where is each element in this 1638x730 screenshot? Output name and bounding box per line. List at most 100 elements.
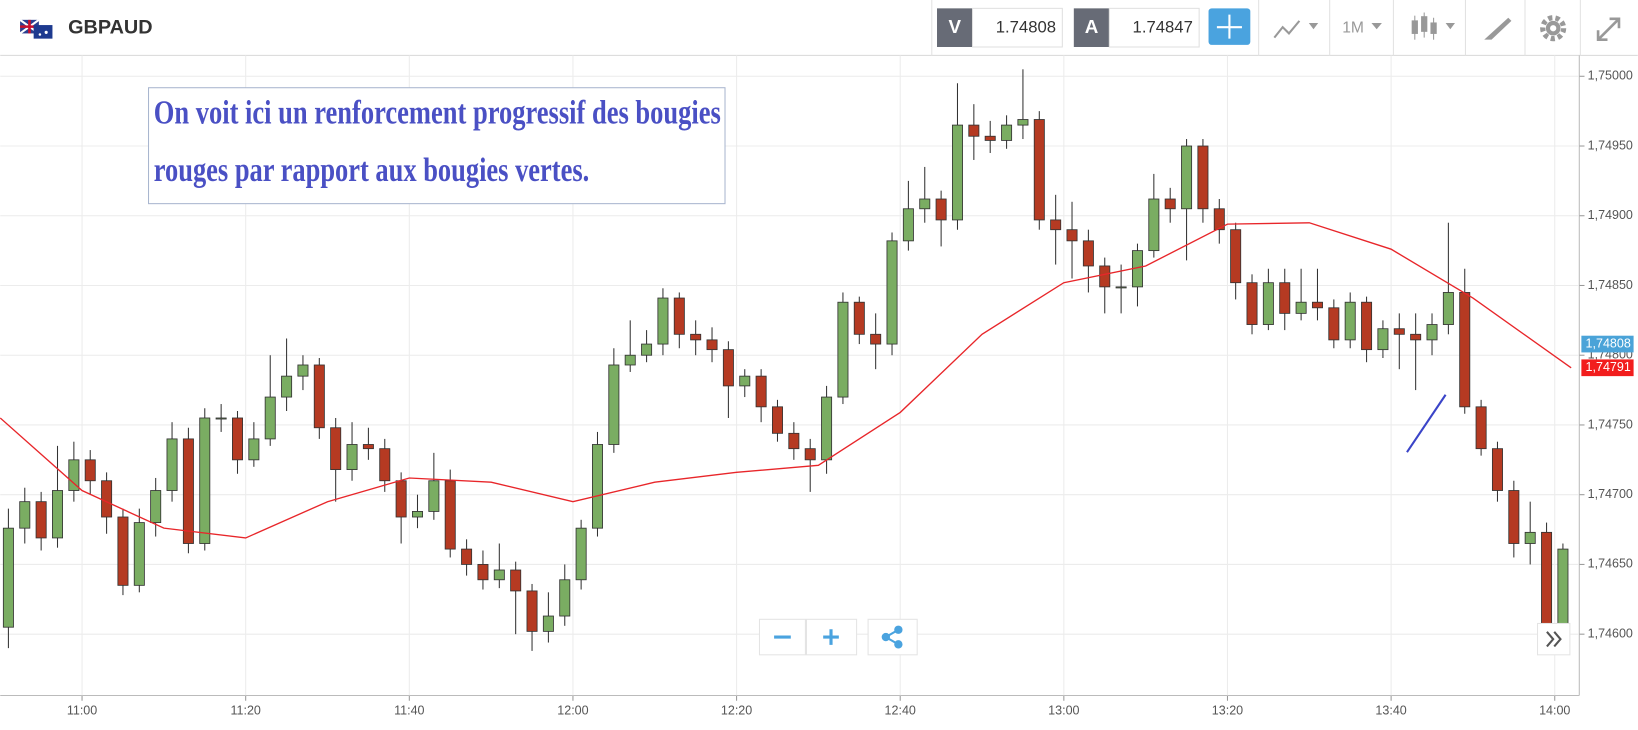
candle-body	[722, 349, 734, 387]
x-tick-label: 12:40	[885, 704, 916, 718]
candle-body	[1410, 333, 1422, 341]
candle-body	[755, 375, 767, 408]
sell-button[interactable]	[937, 8, 973, 47]
grid: 1,746001,746501,747001,747501,748001,748…	[0, 55, 1633, 718]
candle-body	[1050, 219, 1062, 231]
sell-price-box	[971, 7, 1063, 48]
timeframe[interactable]: 1M	[1342, 19, 1364, 36]
moving-average-line	[0, 222, 1572, 539]
candle-body	[1541, 531, 1553, 628]
price-tag-label: 1,74808	[1586, 336, 1631, 350]
candle-body	[951, 124, 963, 221]
buy-button[interactable]	[1073, 8, 1110, 47]
price-tag	[1581, 335, 1634, 353]
candle-style-button[interactable]	[1411, 12, 1456, 40]
candle-body	[591, 444, 603, 529]
sell-label[interactable]: V	[948, 16, 961, 37]
settings-button[interactable]	[1540, 15, 1567, 42]
candle-body	[1262, 282, 1274, 325]
candle-body	[68, 459, 80, 491]
candle-body	[788, 432, 800, 450]
y-tick-label: 1,74950	[1588, 138, 1633, 152]
candle-body	[984, 135, 996, 141]
candle-body	[542, 615, 554, 632]
candle-body	[1344, 301, 1356, 341]
candle-body	[641, 343, 653, 356]
x-tick-label: 11:00	[67, 704, 97, 718]
annotation-line: On voit ici un renforcement progressif d…	[154, 95, 721, 132]
candle-body	[821, 396, 833, 461]
candle-body	[706, 339, 718, 351]
candle-body	[870, 333, 882, 345]
zoom-in-icon	[823, 629, 839, 645]
buy-label[interactable]: A	[1085, 16, 1099, 37]
expand-button[interactable]	[1596, 17, 1621, 41]
candle-body	[182, 438, 194, 544]
crosshair-icon	[1216, 14, 1242, 39]
candle-body	[1279, 282, 1291, 314]
candle-body	[739, 375, 751, 387]
candle-body	[1017, 119, 1029, 126]
candle-body	[1475, 406, 1487, 450]
candle-body	[35, 501, 47, 539]
scroll-latest-icon	[1546, 631, 1562, 648]
candle-body	[1230, 229, 1242, 284]
candle-body	[461, 548, 473, 565]
y-tick-label: 1,74650	[1588, 557, 1633, 571]
candle-body	[1295, 301, 1307, 314]
candle-body	[281, 375, 293, 398]
candle-body	[248, 438, 260, 461]
candle-body	[330, 427, 342, 471]
candle-body	[624, 354, 636, 366]
share-icon	[881, 625, 903, 649]
candle-body	[886, 240, 898, 345]
candle-body	[690, 333, 702, 341]
candle-body	[1426, 324, 1438, 341]
candle-body	[297, 364, 309, 377]
draw-tool-button[interactable]	[1484, 17, 1512, 40]
candle-body	[1246, 282, 1258, 325]
timeframe-caret	[1371, 22, 1382, 30]
x-tick-label: 14:00	[1539, 704, 1570, 718]
candle-body	[1311, 301, 1323, 309]
candle-body	[804, 448, 816, 461]
zoom-controls	[758, 618, 918, 656]
y-tick-label: 1,75000	[1588, 69, 1633, 83]
candle-body	[101, 480, 113, 518]
candle-body	[1164, 198, 1176, 210]
candle-body	[493, 569, 505, 581]
candle-body	[428, 480, 440, 512]
candle-body	[902, 208, 914, 242]
candle-body	[1001, 124, 1013, 141]
candle-body	[264, 396, 276, 440]
candle-body	[117, 516, 129, 586]
candle-body	[1115, 286, 1127, 289]
candle-body	[919, 198, 931, 210]
candle-body	[1459, 292, 1471, 408]
candle-body	[133, 522, 145, 586]
candle-body	[346, 444, 358, 471]
price-tag-label: 1,74791	[1586, 360, 1631, 374]
candle-body	[1197, 145, 1209, 210]
candle-body	[362, 444, 374, 450]
y-tick-label: 1,74750	[1588, 417, 1633, 431]
toolbar	[0, 0, 1638, 56]
buy-price: 1.74847	[1133, 18, 1193, 37]
candle-body	[1557, 548, 1569, 628]
candle-body	[1361, 301, 1373, 351]
chart-type-button[interactable]	[1273, 20, 1319, 39]
candle-body	[837, 301, 849, 398]
candle-body	[1181, 145, 1193, 210]
candle-body	[395, 480, 407, 518]
share-button[interactable]	[867, 618, 918, 656]
candle-body	[1393, 328, 1405, 335]
y-tick-label: 1,74600	[1588, 626, 1633, 640]
candle-body	[1033, 119, 1045, 221]
candle-body	[1148, 198, 1160, 252]
candle-body	[444, 480, 456, 550]
candle-body	[166, 438, 178, 491]
candle-body	[1442, 292, 1454, 325]
candle-body	[2, 527, 14, 628]
